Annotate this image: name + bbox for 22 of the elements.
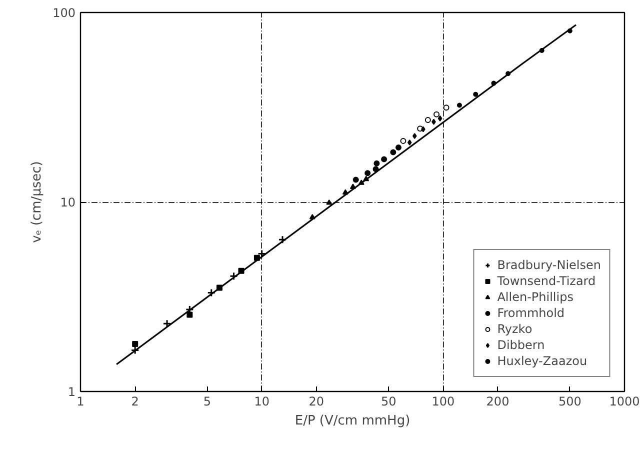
y-tick-label: 1 xyxy=(68,385,76,399)
y-axis-title: vₑ (cm/μsec) xyxy=(30,161,45,243)
x-tick-label: 2 xyxy=(131,394,139,408)
legend-label: Allen-Phillips xyxy=(497,290,574,304)
x-tick-label: 50 xyxy=(380,394,396,408)
legend-label: Dibbern xyxy=(497,338,545,352)
x-tick-label: 100 xyxy=(432,394,455,408)
x-tick-label: 1 xyxy=(76,394,84,408)
legend-label: Ryzko xyxy=(497,322,532,336)
x-tick-label: 200 xyxy=(486,394,510,408)
legend-label: Bradbury-Nielsen xyxy=(497,258,601,272)
x-axis-title: E/P (V/cm mmHg) xyxy=(294,414,410,428)
legend-label: Huxley-Zaazou xyxy=(497,354,588,368)
y-tick-label: 10 xyxy=(60,196,76,210)
x-tick-label: 500 xyxy=(558,394,582,408)
y-tick-label: 100 xyxy=(52,6,76,20)
legend-label: Frommhold xyxy=(497,306,565,320)
x-tick-label: 5 xyxy=(203,394,212,408)
x-tick-label: 10 xyxy=(254,394,270,408)
x-tick-label: 20 xyxy=(308,394,324,408)
x-tick-label: 1000 xyxy=(609,394,640,408)
legend-label: Townsend-Tizard xyxy=(497,274,596,288)
